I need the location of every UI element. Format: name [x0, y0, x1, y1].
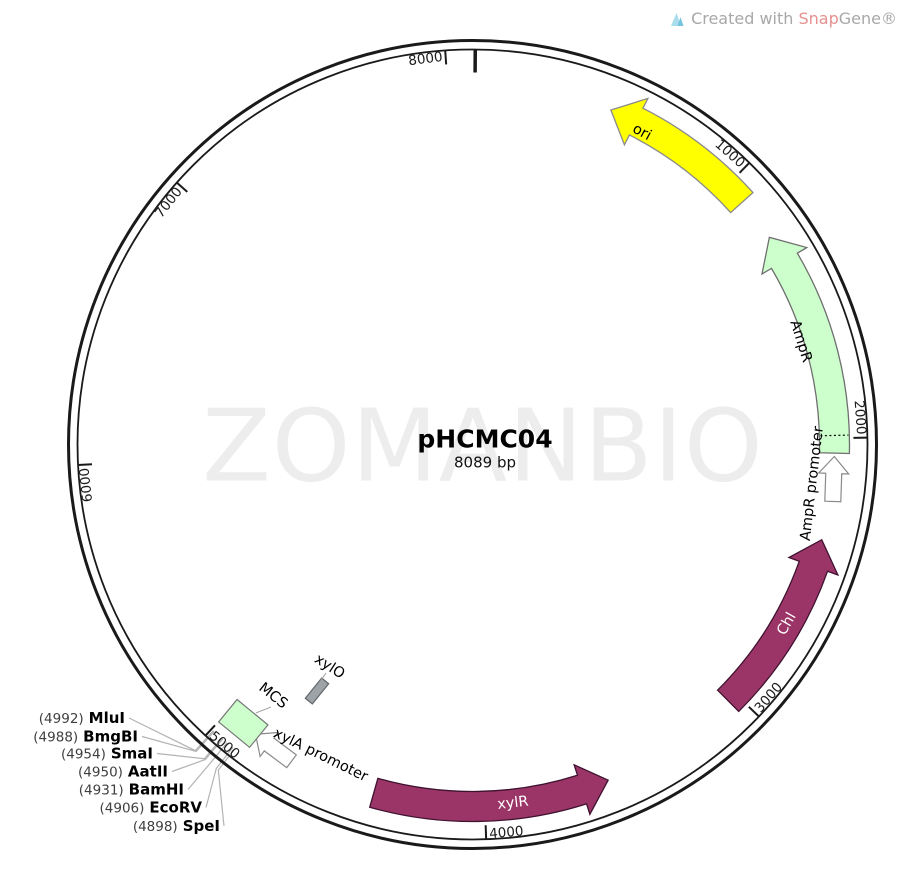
feature-ampr-promoter-label: AmpR promoter	[798, 425, 827, 541]
tick-label-6000: 6000	[77, 467, 97, 503]
credit-text: Created with SnapGene®	[691, 9, 897, 28]
plasmid-title-block: pHCMC04 8089 bp	[417, 424, 553, 473]
backbone-inner-circle	[76, 48, 869, 841]
restriction-site-name: SmaI	[111, 745, 153, 763]
restriction-site-label: (4992) MluI	[39, 709, 125, 727]
feature-ampr-arrow	[761, 236, 851, 455]
feature-ori-arrow	[610, 97, 754, 214]
feature-mcs-leader	[255, 706, 272, 714]
tick-label-7000: 7000	[152, 184, 186, 221]
tick-8000	[444, 50, 448, 65]
feature-xylr-arrow	[368, 763, 610, 823]
restriction-site-position: (4988)	[33, 730, 78, 746]
restriction-site-name: EcoRV	[149, 799, 202, 817]
restriction-site-position: (4992)	[39, 711, 84, 727]
tick-6000	[77, 463, 93, 466]
feature-mcs-box	[217, 698, 269, 749]
tick-label-2000: 2000	[851, 400, 869, 435]
tick-label-4000: 4000	[489, 823, 525, 842]
restriction-site-label: (4988) BmgBI	[33, 728, 138, 746]
restriction-site-position: (4898)	[133, 819, 178, 835]
tick-5000	[204, 724, 216, 737]
feature-xylo-label: xylO	[311, 651, 347, 682]
restriction-site-name: MluI	[89, 709, 125, 727]
watermark: ZOMANBIO	[202, 387, 764, 505]
credit-brand-suffix: Gene®	[838, 9, 897, 28]
restriction-site-name: BmgBI	[83, 728, 138, 746]
snapgene-logo-icon	[671, 13, 684, 26]
restriction-site-name: SpeI	[183, 817, 220, 835]
tick-1000	[738, 162, 751, 174]
snapgene-credit: Created with SnapGene®	[669, 9, 897, 28]
feature-chl-arrow	[716, 538, 840, 713]
feature-xylo-box	[304, 677, 330, 705]
restriction-site-position: (4931)	[79, 783, 124, 799]
credit-brand: Snap	[798, 9, 839, 28]
restriction-site-position: (4954)	[61, 747, 106, 763]
restriction-site-label: (4931) BamHI	[79, 781, 184, 799]
backbone-outer-circle	[67, 39, 878, 850]
restriction-site-position: (4950)	[78, 765, 123, 781]
feature-xyla-promoter-arrow	[254, 731, 298, 769]
restriction-site-label: (4950) AatII	[78, 763, 168, 781]
plasmid-name: pHCMC04	[417, 424, 553, 454]
restriction-site-label: (4898) SpeI	[133, 817, 220, 835]
restriction-site-label: (4906) EcoRV	[100, 799, 203, 817]
tick-3000	[748, 706, 760, 718]
plasmid-size: 8089 bp	[454, 453, 516, 472]
tick-7000	[176, 181, 188, 193]
restriction-site-label: (4954) SmaI	[61, 745, 153, 763]
restriction-site-name: AatII	[128, 763, 168, 781]
feature-ampr-promoter-arrow	[817, 455, 851, 503]
restriction-site-name: BamHI	[129, 781, 184, 799]
tick-label-8000: 8000	[407, 49, 443, 69]
restriction-site-position: (4906)	[100, 801, 145, 817]
feature-mcs-label: MCS	[255, 680, 290, 712]
feature-ori-label: ori	[630, 121, 654, 144]
feature-ampr-boundary	[820, 434, 849, 437]
feature-xylo-leader	[318, 672, 327, 684]
feature-xylr-label: xylR	[496, 794, 529, 813]
